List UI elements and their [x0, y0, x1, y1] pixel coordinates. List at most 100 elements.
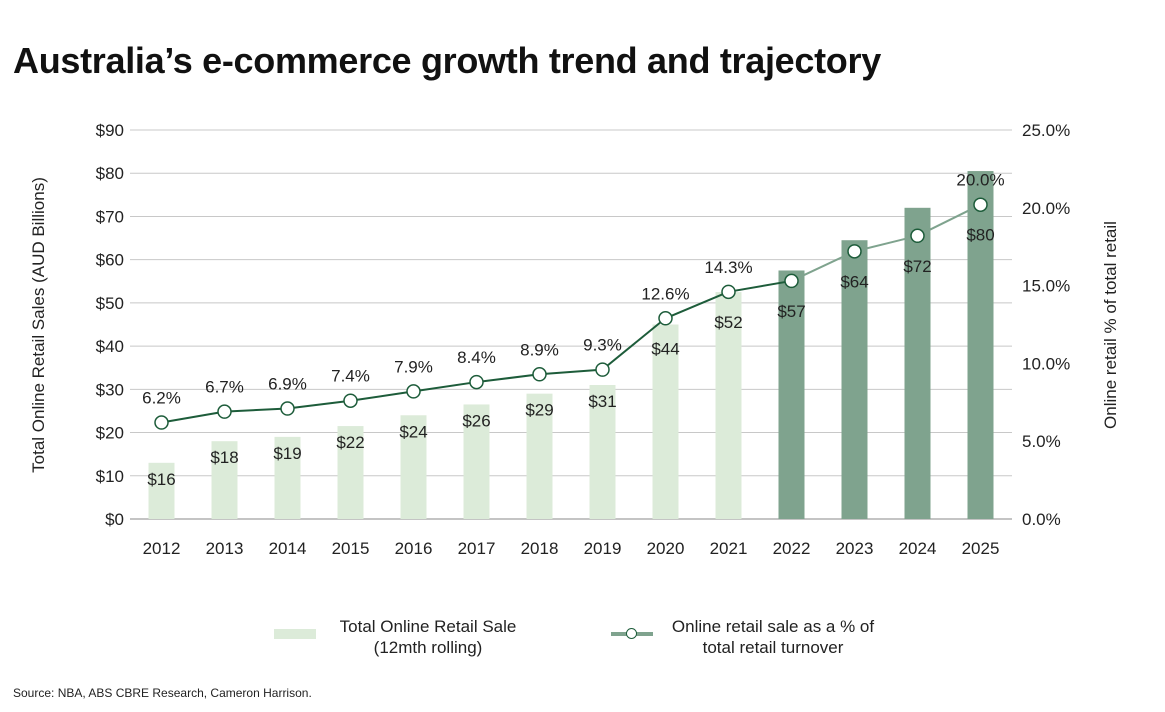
legend-label-bars-line1: Total Online Retail Sale [339, 617, 517, 636]
y2-tick-label: 5.0% [1022, 432, 1061, 451]
bar [337, 426, 364, 519]
line-segment [601, 317, 667, 371]
bar-value-label: $26 [462, 411, 490, 430]
y2-tick-label: 15.0% [1022, 277, 1070, 296]
bar-value-label: $72 [903, 257, 931, 276]
y-tick-label: $90 [96, 121, 124, 140]
x-tick-label: 2014 [269, 539, 307, 558]
line-value-label: 9.3% [583, 336, 622, 355]
line-point [910, 228, 925, 244]
y-tick-label: $40 [96, 337, 124, 356]
legend-label-bars-line2: (12mth rolling) [373, 638, 483, 657]
y2-tick-label: 20.0% [1022, 199, 1070, 218]
line-value-label: 6.9% [268, 375, 307, 394]
line-point [658, 311, 673, 326]
source-note: Source: NBA, ABS CBRE Research, Cameron … [13, 686, 312, 700]
bar-value-label: $64 [840, 272, 868, 291]
line-value-label: 6.7% [205, 378, 244, 397]
line-value-label: 20.0% [956, 171, 1004, 190]
y2-tick-label: 25.0% [1022, 121, 1070, 140]
line-segment [161, 410, 225, 424]
legend-swatch-bars [274, 629, 316, 639]
line-segment [350, 390, 414, 402]
line-segment [665, 290, 729, 320]
x-tick-label: 2022 [773, 539, 811, 558]
line-point [154, 415, 169, 430]
bar [400, 415, 427, 519]
line-segment [476, 373, 540, 384]
y-tick-label: $50 [96, 294, 124, 313]
line-segment [728, 279, 792, 293]
x-tick-label: 2013 [206, 539, 244, 558]
bar [967, 171, 994, 520]
y-tick-label: $60 [96, 251, 124, 270]
bar-value-label: $16 [147, 470, 175, 489]
bar [526, 393, 553, 519]
line-point [973, 197, 988, 212]
line-value-label: 14.3% [704, 258, 752, 277]
bar-value-label: $18 [210, 448, 238, 467]
line-segment [854, 234, 918, 253]
x-tick-label: 2023 [836, 539, 874, 558]
legend-label-line-line1: Online retail sale as a % of [671, 617, 875, 636]
line-value-label: 8.9% [520, 340, 559, 359]
line-value-label: 7.9% [394, 357, 433, 376]
y2-tick-label: 0.0% [1022, 510, 1061, 529]
bar [211, 441, 238, 519]
line-segment [413, 381, 477, 393]
y-tick-label: $10 [96, 467, 124, 486]
bar [715, 292, 742, 519]
x-tick-label: 2025 [962, 539, 1000, 558]
bar [274, 436, 301, 519]
line-segment [917, 203, 981, 237]
bar-value-label: $57 [777, 302, 805, 321]
x-tick-label: 2019 [584, 539, 622, 558]
line-segment [539, 368, 603, 376]
bar [148, 462, 175, 519]
bar-value-label: $31 [588, 392, 616, 411]
bar-value-label: $24 [399, 422, 427, 441]
bar [778, 270, 805, 519]
bar-value-label: $52 [714, 313, 742, 332]
line-segment [224, 407, 288, 413]
x-tick-label: 2015 [332, 539, 370, 558]
bar-value-label: $44 [651, 339, 679, 358]
line-point [721, 284, 736, 300]
line-segment [791, 250, 855, 282]
y-axis-title: Total Online Retail Sales (AUD Billions) [29, 177, 48, 473]
bar-value-label: $19 [273, 444, 301, 463]
legend-label-line-line2: total retail turnover [702, 638, 844, 657]
x-tick-label: 2020 [647, 539, 685, 558]
line-point [784, 273, 799, 289]
line-point [469, 374, 484, 390]
line-point [532, 367, 547, 382]
y-tick-label: $30 [96, 380, 124, 399]
x-tick-label: 2021 [710, 539, 748, 558]
x-tick-label: 2016 [395, 539, 433, 558]
y-tick-label: $70 [96, 207, 124, 226]
line-segment [287, 399, 351, 410]
line-value-label: 8.4% [457, 348, 496, 367]
chart-title: Australia’s e-commerce growth trend and … [13, 40, 881, 81]
line-point [847, 244, 862, 259]
line-point [343, 393, 358, 408]
x-tick-label: 2024 [899, 539, 937, 558]
bar-value-label: $80 [966, 226, 994, 245]
bar-value-label: $22 [336, 433, 364, 452]
bar [463, 404, 490, 519]
line-value-label: 7.4% [331, 367, 370, 386]
line-point [217, 404, 232, 419]
y-tick-label: $80 [96, 164, 124, 183]
line-point [406, 384, 421, 399]
line-point [280, 401, 295, 416]
y-tick-label: $20 [96, 424, 124, 443]
legend-label-bars: Total Online Retail Sale (12mth rolling) [318, 616, 538, 658]
x-tick-label: 2017 [458, 539, 496, 558]
legend-swatch-marker-icon [626, 628, 637, 639]
line-point [595, 362, 610, 377]
bar [589, 385, 616, 519]
x-tick-label: 2018 [521, 539, 559, 558]
bar [841, 240, 868, 519]
bar [652, 324, 679, 519]
